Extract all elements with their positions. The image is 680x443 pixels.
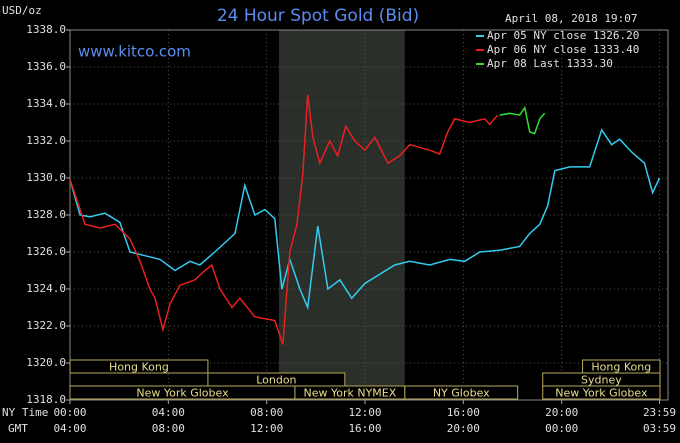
plot-area [69,29,668,401]
legend-label: Apr 08 Last 1333.30 [487,57,613,70]
series-line [69,94,499,345]
site-label: www.kitco.com [78,43,191,61]
x-tick-label: 16:00 [447,406,480,419]
y-tick-label: 1324.0 [26,282,66,295]
gmt-tick-label: 20:00 [447,422,480,435]
legend-label: Apr 06 NY close 1333.40 [487,43,639,56]
y-tick-label: 1336.0 [26,60,66,73]
gmt-tick-label: 16:00 [348,422,381,435]
unit-label: USD/oz [2,4,42,17]
y-tick-label: 1332.0 [26,134,66,147]
x-tick-label: 12:00 [348,406,381,419]
x-tick-label: 04:00 [152,406,185,419]
gmt-tick-label: 03:59 [643,422,676,435]
y-tick-label: 1320.0 [26,356,66,369]
y-tick-label: 1328.0 [26,208,66,221]
y-tick-label: 1338.0 [26,23,66,36]
session-label: London [256,374,296,387]
y-tick-label: 1322.0 [26,319,66,332]
y-tick-label: 1330.0 [26,171,66,184]
shaded-session [278,30,405,400]
session-box [69,359,209,374]
session-label: New York Globex [555,387,648,400]
session-label: Hong Kong [591,361,651,374]
session-label: New York NYMEX [303,387,396,400]
gmt-tick-label: 04:00 [53,422,86,435]
gmt-tick-label: 00:00 [545,422,578,435]
series-line [69,128,661,311]
x-tick-label: 20:00 [545,406,578,419]
date: April 08, 2018 19:07 [505,12,637,25]
session-label: Hong Kong [109,361,169,374]
y-tick-label: 1334.0 [26,97,66,110]
plot-frame [69,29,669,401]
y-tick-label: 1326.0 [26,245,66,258]
x-tick-label: 00:00 [53,406,86,419]
gmt-tick-label: 08:00 [152,422,185,435]
x-tick-label: 23:59 [643,406,676,419]
x-row-label: NY Time [2,406,48,419]
session-box [404,385,519,400]
y-tick-label: 1318.0 [26,393,66,406]
session-box [542,385,661,400]
session-label: Sydney [581,374,622,387]
x-row-label: GMT [8,422,28,435]
session-label: NY Globex [433,387,490,400]
series-line [499,105,546,135]
x-tick-label: 08:00 [250,406,283,419]
chart-title: 24 Hour Spot Gold (Bid) [217,6,419,26]
session-label: New York Globex [136,387,229,400]
gmt-tick-label: 12:00 [250,422,283,435]
legend-label: Apr 05 NY close 1326.20 [487,29,639,42]
